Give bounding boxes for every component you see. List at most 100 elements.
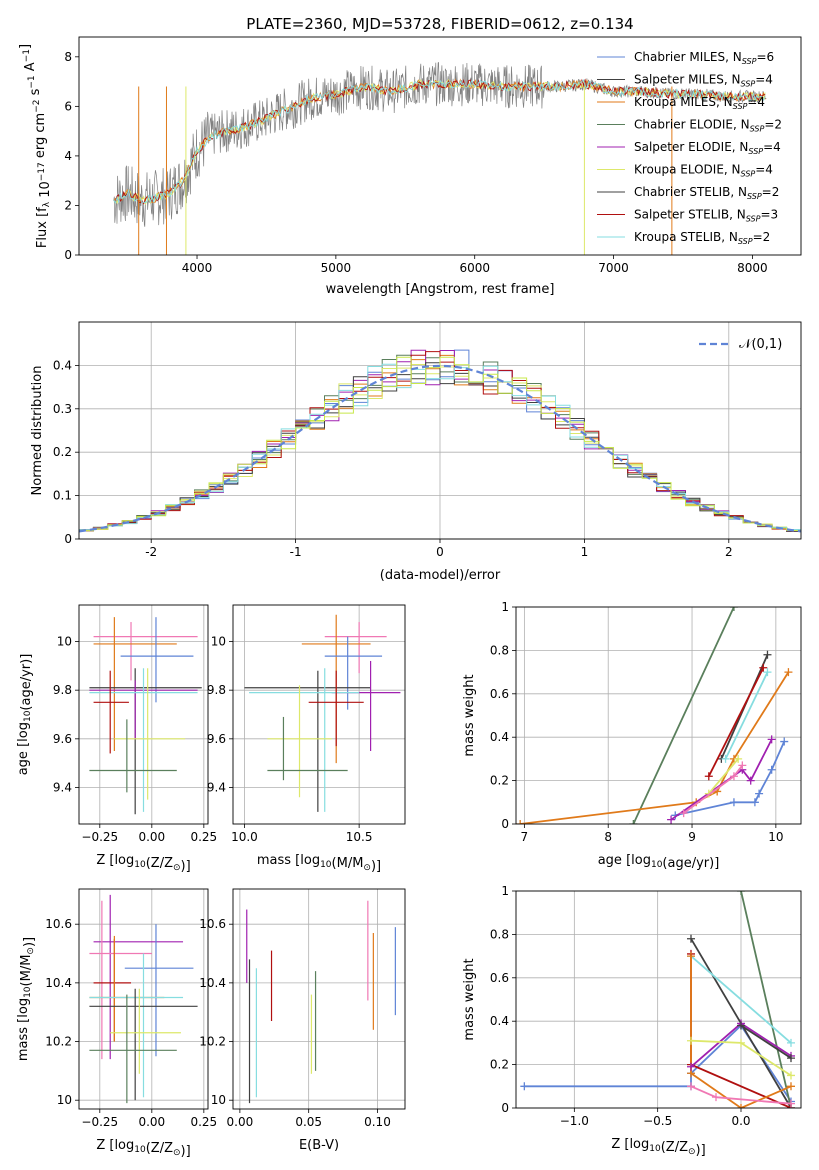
weight-marker [729, 772, 738, 781]
weight-marker [667, 815, 676, 824]
y-tick-label: 10 [211, 635, 226, 649]
panel-weight-vs-Z: −1.0 −0.5 0.0 0 0.2 0.4 0.6 0.8 1 Z [log10(Z/Z⊙)]… [462, 884, 802, 1158]
weight-marker [516, 820, 525, 824]
weight-marker [763, 668, 772, 677]
x-tick-label: 10.5 [346, 830, 373, 844]
x-tick-label: 5000 [321, 261, 352, 275]
y-tick-label: 0.8 [490, 927, 509, 941]
weight-marker [759, 663, 768, 672]
y-tick-label: 0.4 [490, 730, 509, 744]
x-tick-label: 7 [521, 830, 529, 844]
x-tick-label: 4000 [182, 261, 213, 275]
weight-marker [679, 809, 688, 818]
plot-area [246, 900, 396, 1104]
plot-area [244, 614, 401, 812]
x-tick-label: −1.0 [560, 1114, 589, 1128]
x-axis-label: mass [log10(M/M⊙)] [257, 853, 381, 874]
legend-label: 𝒩(0,1) [739, 337, 782, 352]
weight-line-dark [740, 1024, 792, 1059]
weight-marker [704, 772, 713, 781]
x-tick-label: -1 [290, 545, 302, 559]
x-tick-label: 9 [688, 830, 696, 844]
x-tick-label: -2 [145, 545, 157, 559]
weight-marker [787, 1054, 795, 1063]
weight-marker [687, 1036, 695, 1045]
y-tick-label: 0.1 [53, 489, 72, 503]
gaussian-curve [79, 364, 801, 533]
weight-marker [737, 1021, 745, 1030]
weight-marker [520, 1082, 529, 1091]
weight-marker [687, 1082, 695, 1091]
x-tick-label: −0.5 [643, 1114, 672, 1128]
legend-label: Salpeter MILES, NSSP=4 [634, 73, 773, 89]
y-tick-label: 0.6 [490, 971, 509, 985]
axes-frame [78, 888, 209, 1110]
axes-frame [515, 890, 802, 1109]
y-axis-label: Normed distribution [30, 366, 45, 496]
weight-marker [787, 1082, 795, 1091]
y-tick-label: 2 [64, 198, 72, 212]
x-tick-label: −0.25 [81, 1115, 118, 1129]
weight-marker [787, 1071, 795, 1080]
weight-marker [738, 761, 747, 770]
weight-line-purple [670, 738, 773, 821]
weight-line-green [632, 607, 735, 824]
x-tick-label: 0.00 [138, 830, 165, 844]
weight-marker [767, 735, 776, 744]
y-axis-label: mass weight [462, 958, 477, 1040]
y-tick-label: 6 [64, 99, 72, 113]
y-tick-label: 10 [211, 1093, 226, 1107]
y-tick-label: 9.8 [53, 683, 72, 697]
panel-mass-vs-EBV: 0.00 0.05 0.10 10 10.2 10.4 10.6 E(B-V) [199, 888, 406, 1153]
weight-marker [755, 789, 764, 798]
weight-marker [629, 820, 638, 824]
weight-marker [721, 754, 730, 763]
axes-frame [78, 36, 802, 256]
x-axis-label: (data-model)/error [380, 568, 501, 583]
x-tick-label: 10 [768, 830, 783, 844]
weight-line-cyan [690, 955, 792, 1044]
y-axis-label: age [log10(age/yr)] [16, 654, 34, 776]
y-tick-label: 0 [501, 1101, 509, 1115]
axes-frame [78, 321, 802, 540]
y-tick-label: 10.6 [45, 917, 72, 931]
legend-label: Salpeter STELIB, NSSP=3 [634, 208, 778, 224]
x-tick-label: −0.25 [81, 830, 118, 844]
y-tick-label: 9.6 [53, 732, 72, 746]
y-tick-label: 0.6 [490, 687, 509, 701]
weight-line-yellow [708, 758, 739, 795]
legend-label: Chabrier MILES, NSSP=6 [634, 50, 774, 66]
plot-area [89, 894, 198, 1104]
plot-area [79, 349, 801, 533]
y-tick-label: 4 [64, 149, 72, 163]
y-tick-label: 9.4 [207, 781, 226, 795]
weight-marker [729, 798, 738, 807]
weight-marker [734, 754, 743, 763]
model-line-red [113, 78, 766, 205]
weight-marker [746, 776, 755, 785]
x-axis-label: Z [log10(Z/Z⊙)] [611, 1137, 705, 1158]
legend-label: Chabrier ELODIE, NSSP=2 [634, 118, 782, 134]
x-axis-label: age [log10(age/yr)] [598, 853, 720, 871]
y-tick-label: 9.4 [53, 781, 72, 795]
x-tick-label: 8000 [737, 261, 768, 275]
y-tick-label: 8 [64, 50, 72, 64]
legend-label: Kroupa ELODIE, NSSP=4 [634, 163, 773, 179]
x-tick-label: 0.25 [190, 830, 217, 844]
x-axis-label: wavelength [Angstrom, rest frame] [326, 282, 555, 297]
weight-marker [784, 668, 793, 677]
weight-marker [729, 607, 738, 611]
weight-marker [787, 1038, 795, 1047]
weight-line-orange [690, 956, 792, 1108]
x-tick-label: 7000 [598, 261, 629, 275]
y-tick-label: 9.6 [207, 732, 226, 746]
x-tick-label: 1 [581, 545, 589, 559]
panel-weight-vs-age: 7 8 9 10 0 0.2 0.4 0.6 0.8 1 age [log10(age/yr)] ma… [462, 600, 802, 871]
y-axis-label: mass weight [462, 674, 477, 756]
x-axis-label: Z [log10(Z/Z⊙)] [96, 853, 190, 874]
y-tick-label: 10.2 [199, 1035, 226, 1049]
x-tick-label: 0.05 [295, 1115, 322, 1129]
y-tick-label: 0.2 [490, 774, 509, 788]
x-tick-label: 6000 [459, 261, 490, 275]
